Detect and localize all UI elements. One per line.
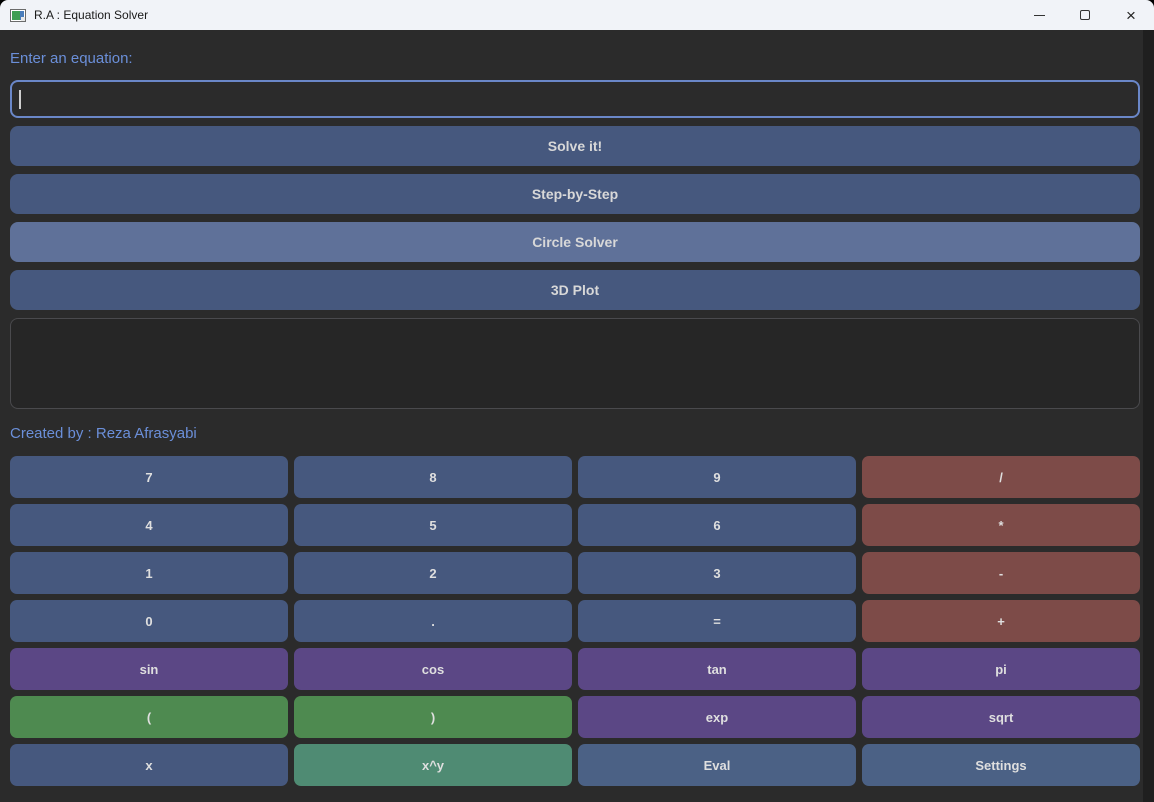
app-icon-white-part [21, 16, 25, 21]
key-0[interactable]: 0 [10, 600, 288, 642]
minimize-button[interactable] [1016, 0, 1062, 30]
output-area[interactable] [10, 318, 1140, 409]
key-4[interactable]: 4 [10, 504, 288, 546]
key-x[interactable]: x [10, 744, 288, 786]
main-content: Enter an equation: Solve it! Step-by-Ste… [0, 30, 1154, 802]
key-cos[interactable]: cos [294, 648, 572, 690]
key-divide[interactable]: / [862, 456, 1140, 498]
close-button[interactable]: × [1108, 0, 1154, 30]
equation-input[interactable] [10, 80, 1140, 118]
key-eval[interactable]: Eval [578, 744, 856, 786]
key-pi[interactable]: pi [862, 648, 1140, 690]
key-minus[interactable]: - [862, 552, 1140, 594]
key-plus[interactable]: + [862, 600, 1140, 642]
key-settings[interactable]: Settings [862, 744, 1140, 786]
solve-button[interactable]: Solve it! [10, 126, 1140, 166]
maximize-icon [1080, 10, 1090, 20]
key-3[interactable]: 3 [578, 552, 856, 594]
credit-label: Created by : Reza Afrasyabi [10, 425, 197, 442]
3d-plot-button[interactable]: 3D Plot [10, 270, 1140, 310]
app-icon-blue-part [20, 10, 24, 20]
key-close-paren[interactable]: ) [294, 696, 572, 738]
circle-solver-button[interactable]: Circle Solver [10, 222, 1140, 262]
keypad: 7 8 9/ 4 5 6 * 1 2 3- 0. = + sin cos tan pi () exp sqrt x x^y… [10, 456, 1154, 786]
window-edge-strip [1143, 30, 1154, 802]
key-6[interactable]: 6 [578, 504, 856, 546]
key-open-paren[interactable]: ( [10, 696, 288, 738]
text-cursor [19, 89, 21, 109]
key-dot[interactable]: . [294, 600, 572, 642]
key-2[interactable]: 2 [294, 552, 572, 594]
key-7[interactable]: 7 [10, 456, 288, 498]
key-sqrt[interactable]: sqrt [862, 696, 1140, 738]
key-5[interactable]: 5 [294, 504, 572, 546]
key-8[interactable]: 8 [294, 456, 572, 498]
equation-prompt-label: Enter an equation: [10, 50, 133, 67]
minimize-icon [1033, 14, 1045, 16]
key-equals[interactable]: = [578, 600, 856, 642]
app-icon [10, 8, 26, 22]
titlebar[interactable]: R.A : Equation Solver × [0, 0, 1154, 30]
key-9[interactable]: 9 [578, 456, 856, 498]
key-power[interactable]: x^y [294, 744, 572, 786]
maximize-button[interactable] [1062, 0, 1108, 30]
app-icon-green-part [12, 10, 20, 20]
key-tan[interactable]: tan [578, 648, 856, 690]
window-title: R.A : Equation Solver [34, 8, 149, 22]
close-icon: × [1126, 5, 1136, 25]
key-exp[interactable]: exp [578, 696, 856, 738]
key-multiply[interactable]: * [862, 504, 1140, 546]
key-1[interactable]: 1 [10, 552, 288, 594]
key-sin[interactable]: sin [10, 648, 288, 690]
step-by-step-button[interactable]: Step-by-Step [10, 174, 1140, 214]
